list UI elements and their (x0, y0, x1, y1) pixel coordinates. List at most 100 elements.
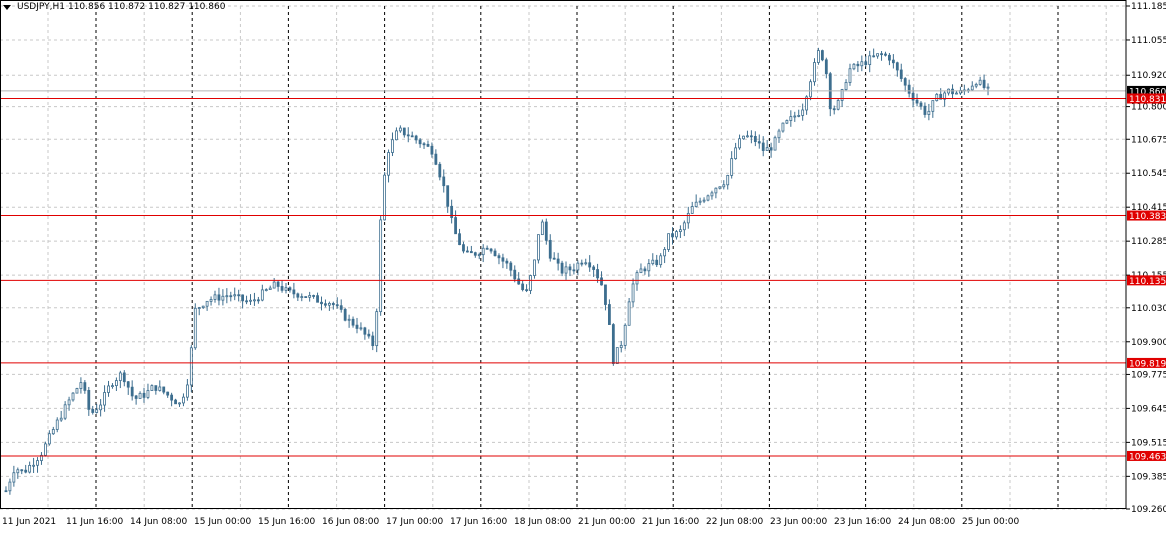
candle-body (75, 388, 79, 394)
price-axis-label: 109.645 (1131, 404, 1166, 414)
candle-body (450, 205, 454, 218)
time-axis-label: 15 Jun 00:00 (194, 517, 251, 527)
candle-body (706, 195, 710, 201)
candle-body (32, 464, 35, 467)
time-axis-label: 11 Jun 2021 (2, 517, 56, 527)
candle-body (138, 392, 142, 399)
candle-body (28, 465, 32, 473)
candle-body (497, 255, 501, 259)
candle-body (604, 284, 607, 305)
candle-body (473, 252, 477, 256)
time-axis-label: 15 Jun 16:00 (258, 517, 315, 527)
candle-body (856, 63, 860, 67)
candle-body (627, 301, 631, 326)
current-price-tag (1127, 85, 1166, 96)
candle-body (355, 324, 359, 329)
candle-body (174, 399, 177, 405)
price-level-tag (1127, 93, 1166, 104)
candle-body (324, 303, 327, 306)
candle-body (951, 88, 954, 95)
candle-body (955, 92, 958, 95)
candle-body (359, 327, 363, 330)
candle-body (331, 303, 335, 306)
candle-body (59, 417, 63, 421)
candle-body (584, 262, 588, 265)
candle-body (513, 269, 517, 280)
candle-body (911, 92, 915, 101)
time-axis-label: 14 Jun 08:00 (130, 517, 187, 527)
price-axis-label: 109.775 (1131, 370, 1166, 380)
price-axis-label: 109.515 (1131, 438, 1166, 448)
candle-body (217, 294, 221, 301)
candle-body (335, 304, 339, 307)
candle-body (91, 408, 95, 413)
candle-body (193, 307, 197, 349)
price-axis-label: 111.185 (1131, 2, 1166, 12)
candle-body (927, 110, 931, 115)
candle-body (552, 257, 556, 260)
candle-body (367, 333, 371, 337)
candle-body (107, 385, 110, 393)
candle-body (813, 62, 816, 83)
candle-body (738, 138, 741, 149)
candle-body (521, 283, 525, 291)
candle-body (757, 141, 761, 144)
candle-body (698, 200, 702, 203)
candle-body (749, 135, 753, 138)
candle-body (481, 247, 485, 256)
candle-body (466, 250, 469, 253)
candle-body (852, 63, 856, 70)
candle-body (690, 206, 694, 214)
candle-body (742, 135, 745, 140)
candle-body (150, 385, 154, 391)
candle-body (540, 221, 544, 236)
candle-body (789, 116, 793, 121)
price-axis-label: 110.675 (1131, 135, 1166, 145)
candle-body (229, 295, 233, 298)
candle-body (249, 299, 252, 302)
candle-body (840, 89, 844, 101)
price-axis-label: 110.030 (1131, 304, 1166, 314)
candle-body (888, 54, 891, 61)
candle-body (639, 268, 643, 274)
candle-body (864, 61, 868, 65)
candle-body (982, 79, 986, 88)
candle-body (8, 481, 12, 492)
candle-body (801, 109, 805, 116)
candle-body (848, 68, 852, 83)
candle-body (501, 257, 505, 262)
candle-body (292, 289, 296, 295)
candle-body (154, 385, 158, 391)
price-axis-label: 109.385 (1131, 472, 1166, 482)
candle-body (730, 158, 734, 176)
candle-body (205, 300, 209, 307)
collapse-triangle-icon[interactable] (3, 4, 11, 10)
symbol-header: USDJPY,H1 110.856 110.872 110.827 110.86… (3, 2, 225, 12)
candle-body (671, 233, 674, 238)
candle-body (103, 392, 106, 406)
candle-body (793, 115, 797, 118)
price-level-label: 109.819 (1129, 359, 1166, 369)
price-axis-label: 109.900 (1131, 338, 1166, 348)
price-axis-label: 110.285 (1131, 237, 1166, 247)
candle-body (702, 199, 706, 202)
candle-body (608, 304, 611, 325)
candle-body (820, 50, 824, 61)
candle-body (560, 262, 564, 274)
candle-body (623, 324, 627, 346)
price-axis-label: 109.260 (1131, 505, 1166, 515)
candle-body (533, 259, 536, 276)
candle-body (809, 81, 812, 98)
candle-body (245, 300, 248, 303)
candle-body (596, 269, 599, 279)
candle-body (20, 469, 24, 472)
plot-frame (0, 0, 1127, 509)
candle-body (974, 83, 978, 87)
candle-body (462, 244, 465, 252)
price-level-tag (1127, 275, 1166, 286)
candle-body (631, 283, 635, 303)
candle-body (943, 92, 947, 100)
candle-body (256, 299, 260, 302)
